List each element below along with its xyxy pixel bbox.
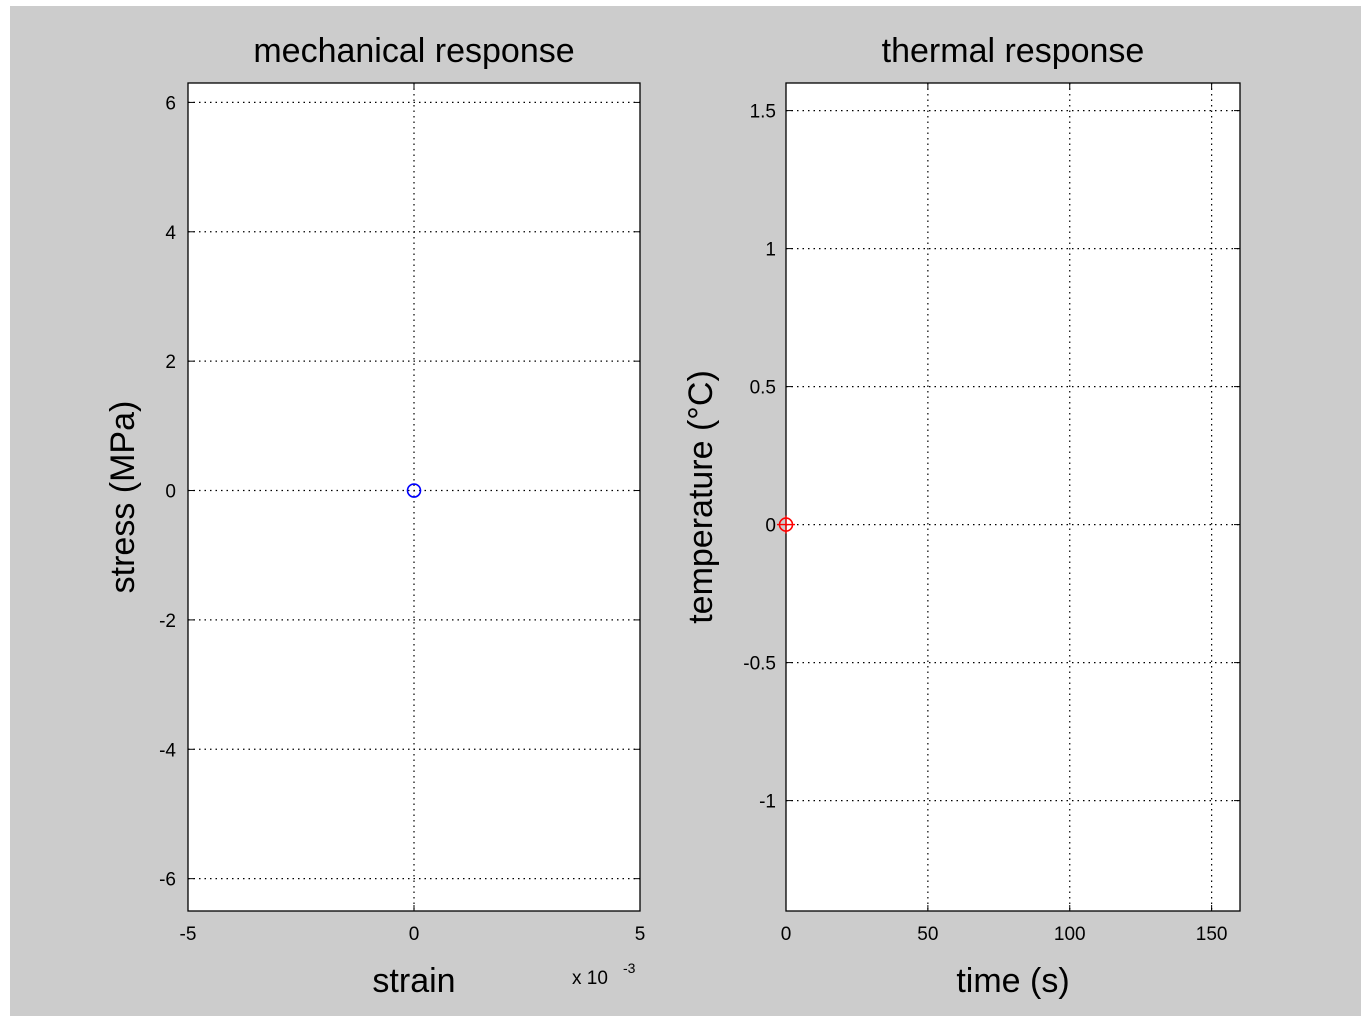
y-tick-label: 0 — [165, 482, 176, 503]
axes-2: 0 50 100 150 -1 -0.5 0 0.5 1 1.5 thermal response t… — [682, 32, 1241, 1000]
axes-box — [187, 82, 641, 912]
axes-title: mechanical response — [253, 32, 574, 70]
y-tick-label: -4 — [159, 740, 176, 761]
y-axis-label: stress (MPa) — [104, 401, 142, 594]
x-axis-label: time (s) — [956, 962, 1069, 1000]
x-tick-label: 50 — [917, 924, 938, 945]
x-tick-label: 0 — [409, 924, 420, 945]
data-point-marker — [406, 483, 422, 498]
axes-box — [785, 82, 1241, 912]
y-tick-label: -2 — [159, 611, 176, 632]
y-tick-label: -6 — [159, 870, 176, 891]
x-tick-label: -5 — [180, 924, 197, 945]
axes-1: -5 0 5 -6 -4 -2 0 2 4 6 mechanical response strain s… — [104, 32, 645, 1000]
x-tick-label: 150 — [1196, 924, 1228, 945]
y-tick-label: 0.5 — [750, 378, 776, 399]
y-tick-label: 0 — [765, 516, 776, 537]
x-tick-label: 0 — [781, 924, 792, 945]
y-tick-label: 4 — [165, 223, 176, 244]
x-axis-exponent-power: -3 — [623, 960, 636, 976]
x-axis-label: strain — [372, 962, 455, 1000]
y-tick-label: 1.5 — [750, 102, 776, 123]
y-tick-label: 1 — [765, 240, 776, 261]
x-tick-label: 5 — [635, 924, 646, 945]
y-tick-label: -0.5 — [743, 654, 776, 675]
y-tick-label: 2 — [165, 352, 176, 373]
x-tick-label: 100 — [1054, 924, 1086, 945]
y-tick-label: -1 — [759, 792, 776, 813]
y-tick-label: 6 — [165, 93, 176, 114]
axes-title: thermal response — [882, 32, 1145, 70]
x-axis-exponent: x 10 — [572, 968, 608, 989]
y-axis-label: temperature (°C) — [682, 370, 720, 624]
axes-background — [786, 83, 1240, 911]
